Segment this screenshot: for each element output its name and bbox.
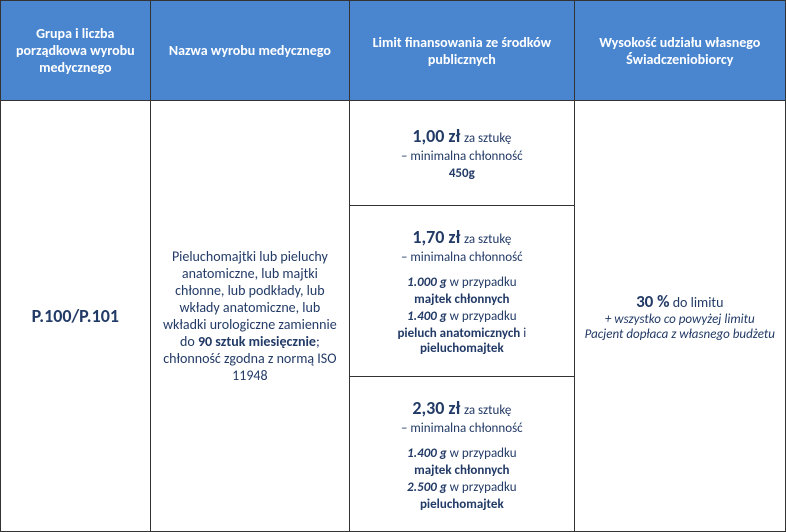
per-1: za sztukę: [464, 131, 511, 146]
w2b-prods: pieluch anatomicznych i pieluchomajtek: [397, 326, 526, 356]
w2b-p1: pieluch anatomicznych: [397, 326, 520, 341]
min-abs-1: – minimalna chłonność: [401, 149, 523, 164]
w2b-p2: pieluchomajtek: [420, 341, 504, 356]
w2a-prod: majtek chłonnych: [414, 292, 509, 307]
limit-body: 1,00 zł za sztukę – minimalna chłonność …: [350, 101, 573, 531]
reimbursement-table: Grupa i liczba porządkowa wyrobu medyczn…: [0, 0, 786, 532]
w2b-txt: w przypadku: [447, 309, 517, 324]
min-abs-3: – minimalna chłonność: [401, 421, 523, 436]
w2a: 1.000 g w przypadku: [407, 275, 517, 290]
col-group: Grupa i liczba porządkowa wyrobu medyczn…: [1, 1, 151, 531]
w3a: 1.400 g w przypadku: [407, 446, 517, 461]
cell-name: Pieluchomajtki lub pieluchy anatomiczne,…: [151, 101, 349, 531]
col-limit: Limit finansowania ze środków publicznyc…: [350, 1, 574, 531]
w2b-and: i: [520, 326, 526, 341]
cell-share: 30 % do limitu + wszystko co powyżej lim…: [575, 101, 785, 531]
w2b: 1.400 g w przypadku: [407, 309, 517, 324]
w3b-g: 2.500 g: [407, 480, 447, 495]
share-percent-txt: do limitu: [670, 294, 724, 311]
price-line-1: 1,00 zł za sztukę: [412, 125, 511, 147]
per-3: za sztukę: [464, 403, 511, 418]
limit-row-3: 2,30 zł za sztukę – minimalna chłonność …: [350, 377, 573, 531]
limit-row-1: 1,00 zł za sztukę – minimalna chłonność …: [350, 101, 573, 206]
desc-qty: 90 sztuk miesięcznie: [198, 333, 316, 350]
w2a-txt: w przypadku: [447, 275, 517, 290]
w2b-g: 1.400 g: [407, 309, 447, 324]
price-line-3: 2,30 zł za sztukę: [412, 397, 511, 419]
w3b-prod: pieluchomajtek: [420, 497, 504, 512]
header-col3: Limit finansowania ze środków publicznyc…: [350, 1, 573, 101]
per-2: za sztukę: [464, 232, 511, 247]
w2a-g: 1.000 g: [407, 275, 447, 290]
price-3: 2,30 zł: [412, 397, 460, 419]
price-1: 1,00 zł: [412, 125, 460, 147]
header-col1: Grupa i liczba porządkowa wyrobu medyczn…: [1, 1, 150, 101]
header-col4: Wysokość udziału własnego Świadczeniobio…: [575, 1, 785, 101]
share-content: 30 % do limitu + wszystko co powyżej lim…: [585, 291, 775, 342]
limit-row-2: 1,70 zł za sztukę – minimalna chłonność …: [350, 206, 573, 378]
product-code: P.100/P.101: [32, 305, 119, 327]
col-name: Nazwa wyrobu medycznego Pieluchomajtki l…: [151, 1, 350, 531]
share-percent-line: 30 % do limitu: [585, 291, 775, 312]
w3b: 2.500 g w przypadku: [407, 480, 517, 495]
price-2: 1,70 zł: [412, 226, 460, 248]
w3a-txt: w przypadku: [447, 446, 517, 461]
w3b-txt: w przypadku: [447, 480, 517, 495]
share-percent: 30 %: [636, 291, 669, 312]
price-line-2: 1,70 zł za sztukę: [412, 226, 511, 248]
weight-1: 450g: [449, 166, 475, 181]
cell-code: P.100/P.101: [1, 101, 150, 531]
col-share: Wysokość udziału własnego Świadczeniobio…: [575, 1, 785, 531]
w3a-prod: majtek chłonnych: [414, 463, 509, 478]
product-description: Pieluchomajtki lub pieluchy anatomiczne,…: [161, 248, 339, 384]
min-abs-2: – minimalna chłonność: [401, 250, 523, 265]
share-note: + wszystko co powyżej limitu Pacjent dop…: [585, 312, 775, 342]
header-col2: Nazwa wyrobu medycznego: [151, 1, 349, 101]
w3a-g: 1.400 g: [407, 446, 447, 461]
